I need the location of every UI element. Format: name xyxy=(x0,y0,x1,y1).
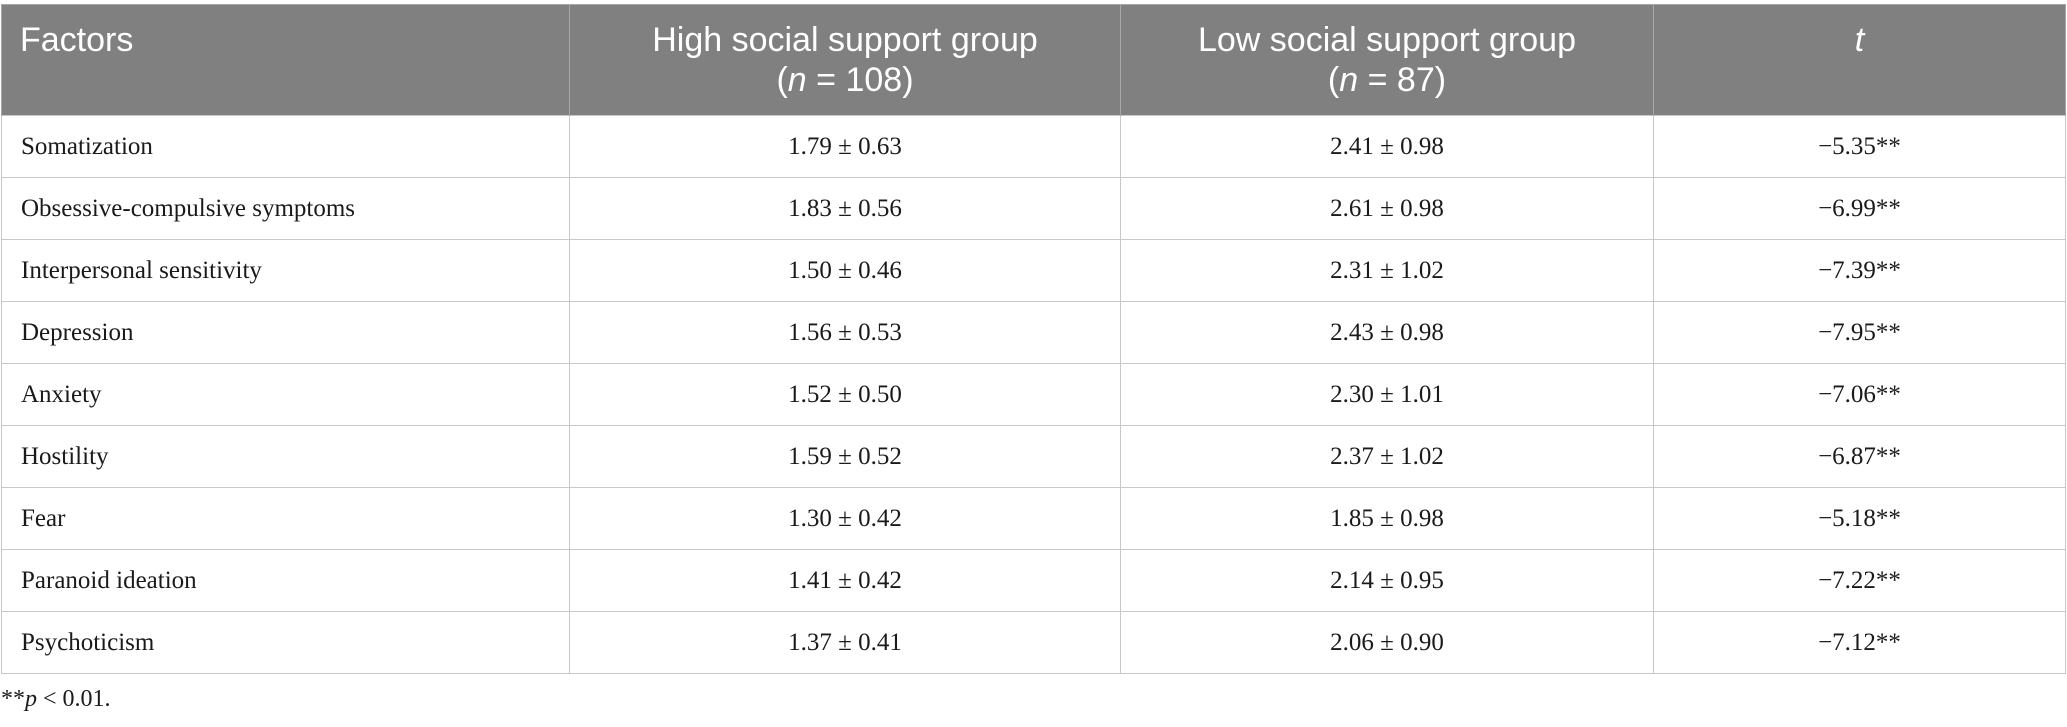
table-row: Psychoticism 1.37 ± 0.41 2.06 ± 0.90 −7.12*… xyxy=(1,611,2066,674)
cell-factor: Obsessive-compulsive symptoms xyxy=(1,177,570,240)
cell-factor: Interpersonal sensitivity xyxy=(1,239,570,302)
cell-t: −6.99** xyxy=(1653,177,2066,240)
cell-t: −5.35** xyxy=(1653,115,2066,178)
footnote-rest: < 0.01. xyxy=(37,686,111,712)
table-row: Fear 1.30 ± 0.42 1.85 ± 0.98 −5.18** xyxy=(1,487,2066,550)
footnote-stars: ** xyxy=(1,686,25,712)
header-t-label: t xyxy=(1854,21,1865,59)
footnote: **p < 0.01. xyxy=(1,686,111,713)
table-row: Anxiety 1.52 ± 0.50 2.30 ± 1.01 −7.06** xyxy=(1,363,2066,426)
table-header: Factors High social support group (n = 1… xyxy=(1,4,2066,116)
header-high-group-label: High social support group xyxy=(652,21,1038,59)
header-factors: Factors xyxy=(1,4,570,116)
table-row: Obsessive-compulsive symptoms 1.83 ± 0.56… xyxy=(1,177,2066,240)
cell-low-group: 2.37 ± 1.02 xyxy=(1120,425,1654,488)
cell-high-group: 1.41 ± 0.42 xyxy=(569,549,1121,612)
cell-factor: Depression xyxy=(1,301,570,364)
table-row: Depression 1.56 ± 0.53 2.43 ± 0.98 −7.95** xyxy=(1,301,2066,364)
cell-t: −7.39** xyxy=(1653,239,2066,302)
results-table-wrapper: Factors High social support group (n = 1… xyxy=(1,4,2066,674)
cell-factor: Anxiety xyxy=(1,363,570,426)
table-body: Somatization 1.79 ± 0.63 2.41 ± 0.98 −5.35*… xyxy=(1,115,2066,674)
cell-t: −7.95** xyxy=(1653,301,2066,364)
cell-high-group: 1.79 ± 0.63 xyxy=(569,115,1121,178)
cell-t: −7.22** xyxy=(1653,549,2066,612)
table-row: Interpersonal sensitivity 1.50 ± 0.46 2.31… xyxy=(1,239,2066,302)
header-low-group-label: Low social support group xyxy=(1197,21,1576,59)
header-high-group: High social support group (n = 108) xyxy=(569,4,1121,116)
cell-factor: Fear xyxy=(1,487,570,550)
cell-low-group: 2.41 ± 0.98 xyxy=(1120,115,1654,178)
footnote-p: p xyxy=(25,686,37,712)
header-high-group-n: (n = 108) xyxy=(776,61,914,99)
header-row: Factors High social support group (n = 1… xyxy=(1,4,2066,116)
table-row: Hostility 1.59 ± 0.52 2.37 ± 1.02 −6.87** xyxy=(1,425,2066,488)
header-high-n-value: = 108) xyxy=(806,61,914,99)
header-low-group-n: (n = 87) xyxy=(1327,61,1447,99)
results-table: Factors High social support group (n = 1… xyxy=(1,4,2066,674)
cell-high-group: 1.30 ± 0.42 xyxy=(569,487,1121,550)
header-low-group: Low social support group (n = 87) xyxy=(1120,4,1654,116)
cell-low-group: 2.30 ± 1.01 xyxy=(1120,363,1654,426)
header-t: t xyxy=(1653,4,2066,116)
header-low-n-symbol: n xyxy=(1339,61,1359,99)
cell-high-group: 1.52 ± 0.50 xyxy=(569,363,1121,426)
table-row: Paranoid ideation 1.41 ± 0.42 2.14 ± 0.95−… xyxy=(1,549,2066,612)
cell-low-group: 2.06 ± 0.90 xyxy=(1120,611,1654,674)
cell-high-group: 1.37 ± 0.41 xyxy=(569,611,1121,674)
cell-high-group: 1.56 ± 0.53 xyxy=(569,301,1121,364)
cell-high-group: 1.50 ± 0.46 xyxy=(569,239,1121,302)
cell-t: −5.18** xyxy=(1653,487,2066,550)
cell-factor: Hostility xyxy=(1,425,570,488)
cell-low-group: 2.14 ± 0.95 xyxy=(1120,549,1654,612)
header-factors-label: Factors xyxy=(20,21,134,59)
cell-t: −7.06** xyxy=(1653,363,2066,426)
header-high-n-symbol: n xyxy=(787,61,807,99)
cell-high-group: 1.83 ± 0.56 xyxy=(569,177,1121,240)
cell-factor: Somatization xyxy=(1,115,570,178)
cell-t: −6.87** xyxy=(1653,425,2066,488)
cell-factor: Psychoticism xyxy=(1,611,570,674)
cell-high-group: 1.59 ± 0.52 xyxy=(569,425,1121,488)
cell-factor: Paranoid ideation xyxy=(1,549,570,612)
cell-t: −7.12** xyxy=(1653,611,2066,674)
header-low-n-value: = 87) xyxy=(1358,61,1447,99)
cell-low-group: 2.31 ± 1.02 xyxy=(1120,239,1654,302)
cell-low-group: 1.85 ± 0.98 xyxy=(1120,487,1654,550)
cell-low-group: 2.61 ± 0.98 xyxy=(1120,177,1654,240)
table-row: Somatization 1.79 ± 0.63 2.41 ± 0.98 −5.35*… xyxy=(1,115,2066,178)
cell-low-group: 2.43 ± 0.98 xyxy=(1120,301,1654,364)
